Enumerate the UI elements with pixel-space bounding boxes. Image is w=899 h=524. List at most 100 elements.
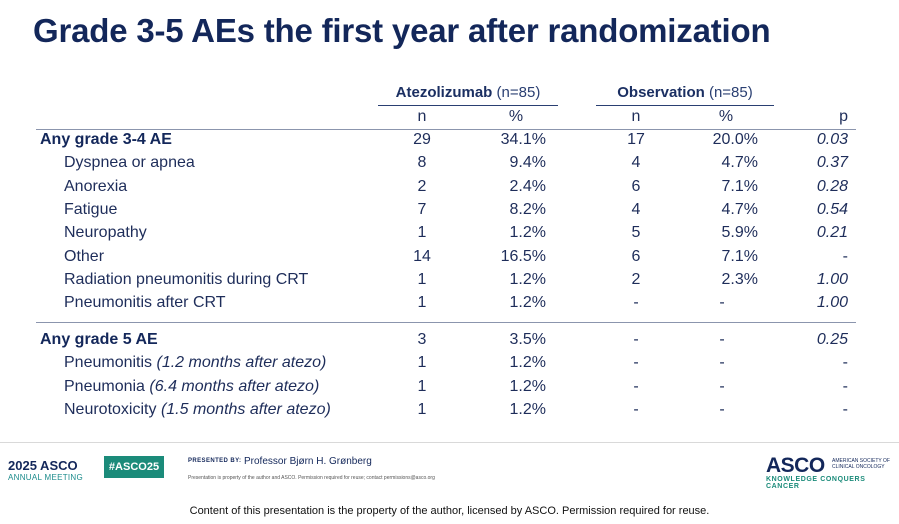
p-value-cell: 0.54 [816, 200, 848, 218]
atezo-n-cell: 14 [413, 247, 431, 265]
hashtag-badge: #ASCO25 [104, 456, 164, 478]
asco-tagline: KNOWLEDGE CONQUERS CANCER [766, 476, 866, 490]
row-label: Neuropathy [64, 224, 147, 242]
table-row: Dyspnea or apnea 8 9.4% 4 4.7% 0.37 [36, 154, 856, 177]
asco-society-name: AMERICAN SOCIETY OF CLINICAL ONCOLOGY [832, 458, 890, 470]
row-label-text: Radiation pneumonitis during CRT [64, 270, 309, 288]
obs-pct-cell: 7.1% [721, 247, 758, 265]
atezolizumab-group-header: Atezolizumab (n=85) [378, 84, 558, 106]
obs-n-cell: 6 [631, 177, 641, 195]
obs-pct-cell: - [719, 331, 725, 348]
obs-n-cell: - [633, 377, 639, 395]
section-header-row: Any grade 3-4 AE 29 34.1% 17 20.0% 0.03 [36, 131, 856, 154]
slide-title: Grade 3-5 AEs the first year after rando… [33, 12, 771, 49]
row-label: Any grade 3-4 AE [40, 131, 172, 149]
obs-pct-cell: 2.3% [721, 270, 758, 288]
row-label: Pneumonia (6.4 months after atezo) [64, 378, 319, 396]
atezo-n-cell: 29 [413, 131, 431, 148]
row-label: Any grade 5 AE [40, 331, 158, 349]
obs-n-cell: - [633, 400, 639, 418]
atezo-n-cell: 7 [417, 200, 427, 218]
atezo-pct-cell: 1.2% [509, 294, 546, 312]
obs-n-cell: - [633, 331, 639, 348]
obs-pct-cell: - [719, 377, 725, 395]
row-label: Radiation pneumonitis during CRT [64, 271, 308, 289]
atezo-n-header: n [417, 108, 427, 125]
obs-pct-cell: 4.7% [721, 154, 758, 172]
atezo-n-cell: 1 [417, 400, 427, 418]
atezo-pct-cell: 34.1% [500, 131, 546, 148]
row-label-text: Pneumonia [64, 377, 145, 395]
obs-n-cell: 4 [631, 200, 641, 218]
table-row: Neurotoxicity (1.5 months after atezo) 1 1… [36, 401, 856, 424]
obs-n-cell: - [633, 354, 639, 372]
atezo-pct-cell: 9.4% [509, 154, 546, 172]
obs-n-header: n [631, 108, 641, 125]
p-value-cell: 0.25 [816, 331, 848, 348]
header-rule [36, 129, 856, 130]
atezo-n-cell: 1 [417, 294, 427, 312]
section-header-row: Any grade 5 AE 3 3.5% - - 0.25 [36, 331, 856, 354]
row-label: Pneumonitis (1.2 months after atezo) [64, 354, 326, 372]
copyright-note: Content of this presentation is the prop… [189, 505, 710, 517]
p-header: p [839, 108, 848, 125]
p-value-cell: - [842, 377, 848, 395]
atezo-n-cell: 1 [417, 377, 427, 395]
atezo-n-cell: 2 [417, 177, 427, 195]
row-label-text: Neuropathy [64, 224, 147, 242]
p-value-cell: 0.28 [816, 177, 848, 195]
presented-by-label: PRESENTED BY: [188, 458, 242, 464]
p-value-cell: 1.00 [816, 270, 848, 288]
row-label-text: Other [64, 247, 105, 265]
section-divider [36, 322, 856, 323]
row-label-text: Pneumonitis after CRT [64, 294, 226, 312]
row-label: Pneumonitis after CRT [64, 294, 226, 312]
row-label: Other [64, 248, 104, 266]
row-label-text: Neurotoxicity [64, 400, 157, 418]
row-label-text: Any grade 3-4 AE [40, 131, 172, 148]
obs-pct-cell: - [719, 294, 725, 312]
obs-pct-cell: 7.1% [721, 177, 758, 195]
obs-n-cell: 4 [631, 154, 641, 172]
table-row: Other 14 16.5% 6 7.1% - [36, 248, 856, 271]
atezo-pct-cell: 1.2% [509, 224, 546, 242]
obs-n-cell: 6 [631, 247, 641, 265]
annual-meeting-label: ANNUAL MEETING [8, 473, 84, 482]
atezo-pct-cell: 16.5% [500, 247, 546, 265]
row-label: Dyspnea or apnea [64, 154, 195, 172]
atezo-pct-cell: 1.2% [509, 270, 546, 288]
p-value-cell: 1.00 [816, 294, 848, 312]
column-subheader-row: n % n % p [36, 108, 856, 131]
table-row: Pneumonitis after CRT 1 1.2% - - 1.00 [36, 294, 856, 317]
table-row: Anorexia 2 2.4% 6 7.1% 0.28 [36, 178, 856, 201]
atezo-pct-cell: 1.2% [509, 400, 546, 418]
p-value-cell: - [842, 354, 848, 372]
p-value-cell: 0.37 [816, 154, 848, 172]
property-note: Presentation is property of the author a… [188, 475, 435, 481]
obs-pct-cell: 4.7% [721, 200, 758, 218]
obs-n-cell: 17 [627, 131, 645, 148]
table-row: Pneumonitis (1.2 months after atezo) 1 1.2… [36, 354, 856, 377]
row-label: Anorexia [64, 178, 127, 196]
asco-meeting-logo: 2025 ASCO [8, 458, 78, 473]
obs-n-cell: 5 [631, 224, 641, 242]
observation-group-header: Observation (n=85) [596, 84, 774, 106]
row-label-text: Pneumonitis [64, 354, 153, 372]
obs-n-cell: 2 [631, 270, 641, 288]
row-label-text: Fatigue [64, 200, 118, 218]
atezo-pct-cell: 3.5% [509, 331, 546, 348]
p-value-cell: - [842, 400, 848, 418]
table-row: Pneumonia (6.4 months after atezo) 1 1.2% -… [36, 378, 856, 401]
row-label: Neurotoxicity (1.5 months after atezo) [64, 401, 331, 419]
atezo-pct-cell: 1.2% [509, 354, 546, 372]
atezo-pct-cell: 2.4% [509, 177, 546, 195]
atezo-pct-header: % [508, 108, 524, 125]
row-label-text: Anorexia [64, 177, 128, 195]
obs-pct-cell: - [719, 400, 725, 418]
p-value-cell: 0.03 [816, 131, 848, 148]
obs-pct-header: % [718, 108, 734, 125]
atezo-n-cell: 1 [417, 224, 427, 242]
atezo-pct-cell: 8.2% [509, 200, 546, 218]
row-label-text: Dyspnea or apnea [64, 154, 195, 172]
atezo-n-cell: 8 [417, 154, 427, 172]
